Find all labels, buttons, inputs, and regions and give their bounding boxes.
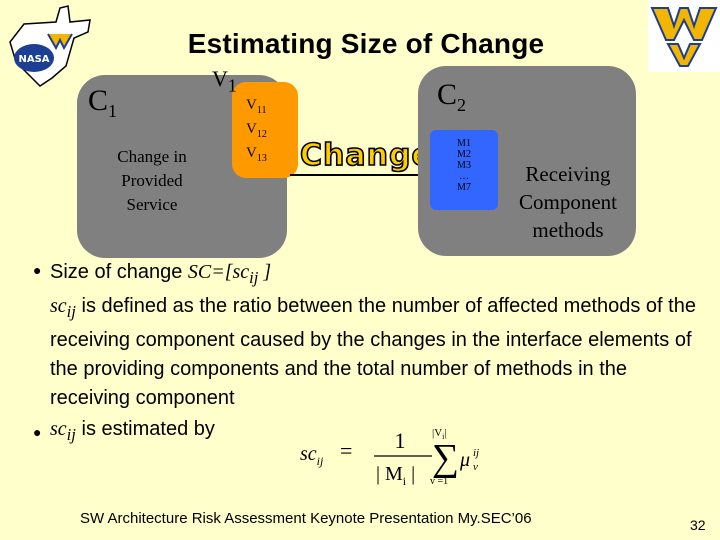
svg-text:ij: ij	[473, 447, 479, 459]
bullet-icon: ●	[33, 424, 42, 440]
svg-text:1: 1	[395, 428, 406, 453]
change-label: Change	[299, 137, 433, 174]
v1-element-list: V11 V12 V13	[246, 96, 267, 168]
method-item: M7	[457, 182, 471, 193]
bullet-size-of-change: Size of change SC=[scij ] scij is define…	[50, 261, 696, 409]
v1-element: V12	[246, 121, 267, 140]
svg-text:v =1: v =1	[430, 476, 448, 487]
methods-list: M1 M2 M3 … M7	[430, 138, 498, 193]
formula: scij = 1 | Mi | |Vi| ∑ v =1 μ ij v	[300, 427, 479, 488]
svg-text:=: =	[340, 438, 352, 463]
footer-text: SW Architecture Risk Assessment Keynote …	[80, 510, 532, 527]
page-number: 32	[690, 517, 706, 533]
v1-element: V13	[246, 145, 267, 164]
slide-title: Estimating Size of Change	[187, 28, 545, 59]
methods-box	[430, 130, 498, 210]
v1-label: V1	[212, 66, 237, 96]
svg-text:|Vi|: |Vi|	[432, 427, 447, 441]
c1-label: C1	[88, 84, 118, 121]
v1-element: V11	[246, 97, 267, 116]
c2-label: C2	[437, 78, 467, 115]
wv-flying-logo	[648, 0, 720, 72]
svg-text:| Mi |: | Mi |	[376, 463, 415, 488]
svg-text:NASA: NASA	[18, 54, 49, 65]
c1-description: Change in Provided Service	[117, 147, 187, 214]
svg-text:∑: ∑	[432, 437, 459, 479]
method-item: M1	[457, 138, 471, 149]
change-arrow-icon	[290, 169, 430, 181]
receiving-methods-label: Receiving Component methods	[519, 162, 617, 242]
v1-interface-box	[232, 82, 298, 178]
method-item: M3	[457, 160, 471, 171]
method-item: …	[459, 171, 469, 182]
svg-text:μ: μ	[459, 449, 470, 471]
svg-text:scij: scij	[300, 443, 324, 468]
method-item: M2	[457, 149, 471, 160]
svg-text:v: v	[473, 461, 478, 473]
bullet-icon: ●	[33, 262, 42, 278]
nasa-west-virginia-logo: NASA	[9, 5, 91, 87]
bullet-estimated-by: scij is estimated by	[50, 418, 215, 444]
